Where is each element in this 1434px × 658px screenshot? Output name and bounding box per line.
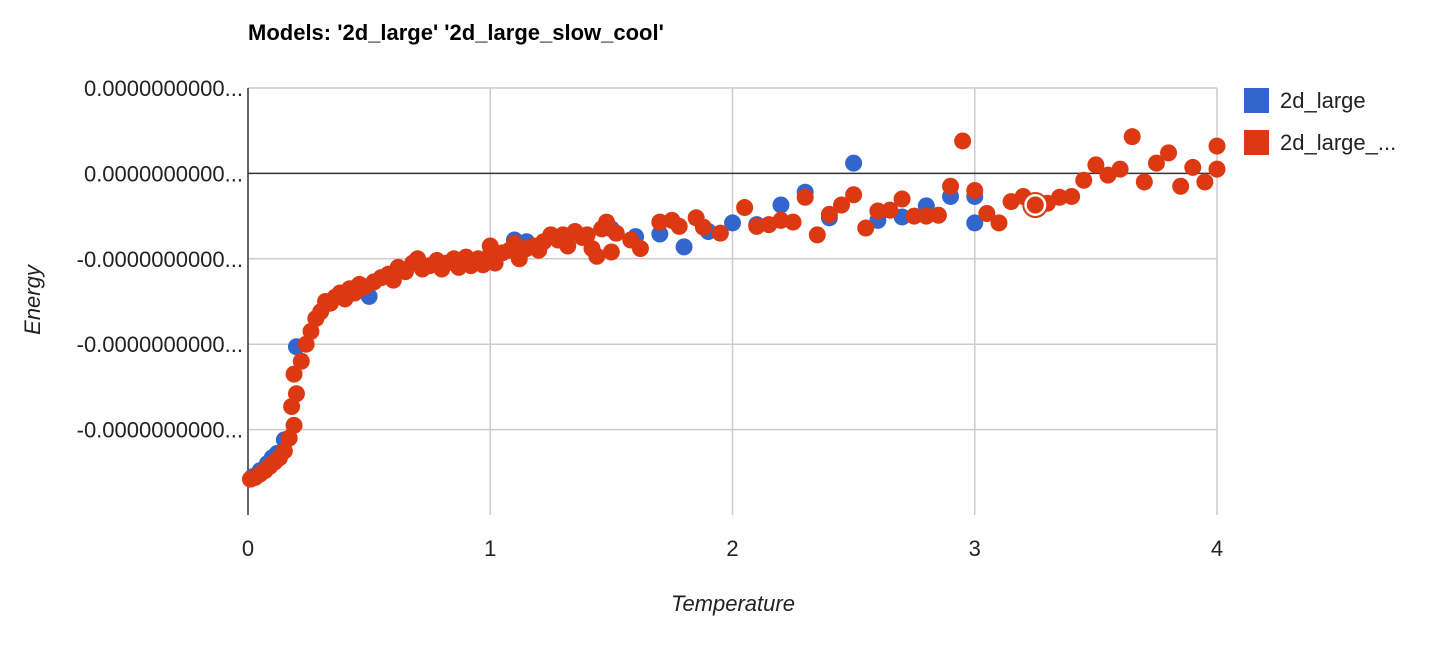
legend-label: 2d_large — [1280, 88, 1366, 113]
data-point[interactable] — [283, 398, 301, 416]
x-axis-title: Temperature — [671, 591, 795, 616]
data-point[interactable] — [808, 226, 826, 244]
data-point[interactable] — [1111, 160, 1129, 178]
data-point[interactable] — [1208, 160, 1226, 178]
x-tick-labels: 0 1 2 3 4 — [242, 536, 1223, 561]
data-point[interactable] — [1196, 173, 1214, 191]
data-point[interactable] — [559, 237, 577, 255]
data-point[interactable] — [820, 205, 838, 223]
data-point[interactable] — [285, 416, 303, 434]
data-point[interactable] — [784, 213, 802, 231]
data-point[interactable] — [1051, 188, 1069, 206]
y-tick-label: -0.0000000000... — [77, 247, 243, 272]
y-axis-title: Energy — [20, 263, 45, 335]
data-point[interactable] — [1184, 158, 1202, 176]
data-point[interactable] — [285, 365, 303, 383]
y-tick-label: 0.0000000000... — [84, 76, 243, 101]
data-point[interactable] — [724, 214, 741, 232]
data-point[interactable] — [893, 190, 911, 208]
data-point[interactable] — [1087, 156, 1105, 174]
y-tick-label: -0.0000000000... — [77, 418, 243, 443]
data-point[interactable] — [1208, 137, 1226, 155]
legend-item[interactable]: 2d_large — [1244, 88, 1366, 113]
data-point[interactable] — [796, 188, 814, 206]
data-point[interactable] — [1160, 144, 1178, 162]
data-point[interactable] — [869, 202, 887, 220]
highlighted-point[interactable] — [1026, 196, 1044, 214]
data-point[interactable] — [302, 322, 320, 340]
data-point[interactable] — [670, 217, 688, 235]
series-1-points — [244, 154, 984, 486]
data-point[interactable] — [1147, 154, 1165, 172]
data-point[interactable] — [905, 207, 923, 225]
data-point[interactable] — [857, 219, 875, 237]
data-point[interactable] — [966, 214, 984, 232]
data-point[interactable] — [881, 201, 899, 219]
data-point[interactable] — [1063, 187, 1081, 205]
data-point[interactable] — [1172, 177, 1190, 195]
legend-swatch — [1244, 88, 1269, 113]
data-point[interactable] — [845, 186, 863, 204]
data-point[interactable] — [1075, 171, 1093, 189]
data-point[interactable] — [275, 442, 293, 460]
data-point[interactable] — [631, 240, 649, 258]
chart-title: Models: '2d_large' '2d_large_slow_cool' — [248, 20, 664, 45]
gridlines — [248, 87, 1218, 515]
data-point[interactable] — [917, 207, 935, 225]
data-point[interactable] — [772, 196, 790, 214]
x-tick-label: 0 — [242, 536, 254, 561]
data-point[interactable] — [598, 213, 616, 231]
data-point[interactable] — [588, 247, 606, 265]
data-point[interactable] — [736, 199, 754, 217]
data-point[interactable] — [833, 196, 851, 214]
data-point[interactable] — [297, 335, 315, 353]
data-point[interactable] — [978, 205, 996, 223]
y-tick-label: 0.0000000000... — [84, 161, 243, 186]
data-point[interactable] — [711, 224, 729, 242]
data-point[interactable] — [954, 132, 972, 150]
data-point[interactable] — [966, 181, 984, 199]
x-tick-label: 4 — [1211, 536, 1223, 561]
data-point[interactable] — [929, 206, 947, 224]
series-2-points — [241, 128, 1226, 488]
data-point[interactable] — [1123, 128, 1141, 146]
data-point[interactable] — [602, 243, 620, 261]
y-tick-labels: 0.0000000000... 0.0000000000... -0.0000000… — [77, 76, 243, 443]
legend-item[interactable]: 2d_large_... — [1244, 130, 1396, 155]
legend: 2d_large 2d_large_... — [1244, 88, 1396, 155]
data-point[interactable] — [675, 238, 693, 256]
data-point[interactable] — [292, 352, 310, 370]
legend-label: 2d_large_... — [1280, 130, 1396, 155]
data-point[interactable] — [651, 225, 669, 243]
x-tick-label: 2 — [726, 536, 738, 561]
data-point[interactable] — [384, 271, 402, 289]
x-tick-label: 3 — [969, 536, 981, 561]
data-point[interactable] — [578, 226, 596, 244]
data-point[interactable] — [1135, 173, 1153, 191]
data-point[interactable] — [287, 385, 305, 403]
legend-swatch — [1244, 130, 1269, 155]
data-point[interactable] — [990, 214, 1008, 232]
data-point[interactable] — [694, 218, 712, 236]
y-tick-label: -0.0000000000... — [77, 332, 243, 357]
data-point[interactable] — [280, 429, 298, 447]
data-point[interactable] — [845, 154, 863, 172]
data-point[interactable] — [942, 177, 960, 195]
data-points — [241, 128, 1226, 488]
data-point[interactable] — [607, 224, 625, 242]
x-tick-label: 1 — [484, 536, 496, 561]
